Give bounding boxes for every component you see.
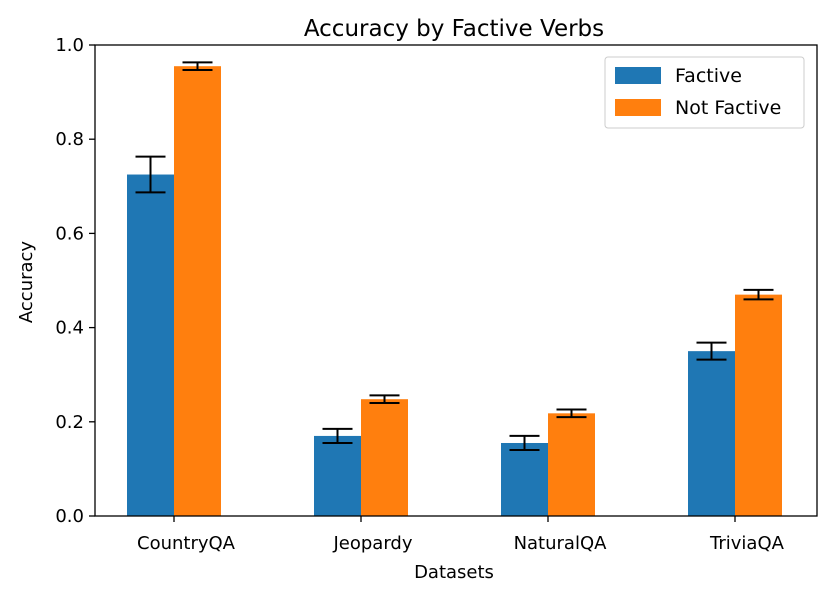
legend-swatch-not-factive [615, 99, 661, 116]
y-axis: 0.0 0.2 0.4 0.6 0.8 1.0 [55, 35, 95, 527]
y-tick-label: 0.0 [55, 506, 84, 527]
bar-not-factive-jeopardy [361, 399, 408, 516]
x-tick-label: Jeopardy [332, 533, 412, 554]
error-bar-not-factive-naturalqa [556, 408, 587, 419]
bar-not-factive-countryqa [174, 66, 221, 516]
axes-frame [94, 44, 818, 517]
chart-title: Accuracy by Factive Verbs [304, 16, 604, 42]
bar-factive-naturalqa [501, 442, 548, 516]
y-tick-label: 0.2 [55, 412, 84, 433]
x-tick-label: CountryQA [137, 533, 236, 554]
bar-factive-triviaqa [688, 351, 735, 516]
y-axis-label: Accuracy [16, 241, 37, 324]
y-tick-label: 0.4 [55, 318, 84, 339]
error-bar-factive-naturalqa [509, 434, 540, 452]
plot-area [94, 44, 818, 517]
y-tick-label: 0.6 [55, 223, 84, 244]
bar-factive-countryqa [127, 174, 174, 516]
bar-not-factive-triviaqa [735, 294, 782, 516]
x-tick-label: TriviaQA [709, 533, 785, 554]
error-bar-factive-jeopardy [322, 427, 353, 444]
legend-label-not-factive: Not Factive [675, 97, 781, 119]
error-bar-not-factive-triviaqa [743, 288, 774, 301]
x-axis-label: Datasets [414, 562, 494, 583]
x-tick-label: NaturalQA [514, 533, 608, 554]
x-axis: CountryQA Jeopardy NaturalQA TriviaQA [137, 516, 785, 554]
y-tick-label: 1.0 [55, 35, 84, 56]
error-bar-factive-countryqa [135, 155, 166, 194]
legend-label-factive: Factive [675, 65, 742, 87]
y-tick-label: 0.8 [55, 129, 84, 150]
legend: Factive Not Factive [604, 56, 805, 129]
legend-swatch-factive [615, 67, 661, 84]
error-bar-factive-triviaqa [696, 341, 727, 361]
error-bar-not-factive-countryqa [182, 61, 213, 71]
bar-factive-jeopardy [314, 435, 361, 516]
bar-not-factive-naturalqa [548, 413, 595, 516]
error-bar-not-factive-jeopardy [369, 394, 400, 404]
